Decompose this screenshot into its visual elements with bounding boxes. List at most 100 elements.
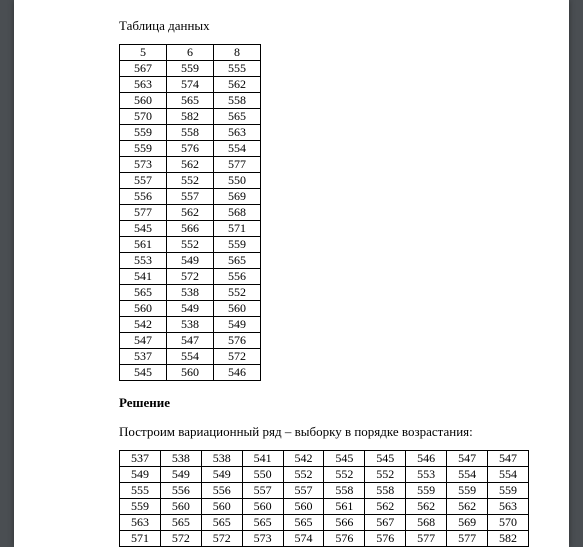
table-cell: 565 [214,109,261,125]
data-table: 5685675595555635745625605655585705825655… [119,44,261,381]
table-cell: 552 [283,467,324,483]
table-row: 559558563 [120,125,261,141]
table-cell: 556 [201,483,242,499]
table-cell: 558 [324,483,365,499]
table-cell: 574 [283,531,324,547]
table-cell: 561 [324,499,365,515]
table-cell: 6 [167,45,214,61]
table-cell: 552 [167,173,214,189]
table-cell: 572 [167,269,214,285]
table-cell: 553 [120,253,167,269]
table-row: 541572556 [120,269,261,285]
table-cell: 558 [365,483,406,499]
table-cell: 558 [167,125,214,141]
table-cell: 574 [167,77,214,93]
table-row: 537538538541542545545546547547 [120,451,529,467]
table-cell: 556 [160,483,201,499]
table-cell: 570 [120,109,167,125]
table-cell: 558 [214,93,261,109]
table-cell: 537 [120,349,167,365]
table-cell: 549 [201,467,242,483]
table-row: 561552559 [120,237,261,253]
table-row: 565538552 [120,285,261,301]
table-cell: 556 [214,269,261,285]
table-cell: 538 [167,317,214,333]
table-row: 571572572573574576576577577582 [120,531,529,547]
table-cell: 572 [201,531,242,547]
table-cell: 561 [120,237,167,253]
table-cell: 582 [167,109,214,125]
table-cell: 553 [406,467,447,483]
table-row: 537554572 [120,349,261,365]
table-row: 560549560 [120,301,261,317]
solution-heading: Решение [119,395,529,411]
table-cell: 565 [120,285,167,301]
table-row: 560565558 [120,93,261,109]
document-page: Таблица данных 5685675595555635745625605… [14,0,569,547]
table-row: 559576554 [120,141,261,157]
table-cell: 557 [283,483,324,499]
table-cell: 547 [447,451,488,467]
table-cell: 552 [167,237,214,253]
table-row: 577562568 [120,205,261,221]
table-row: 570582565 [120,109,261,125]
table-cell: 555 [120,483,161,499]
table-row: 549549549550552552552553554554 [120,467,529,483]
table-cell: 552 [324,467,365,483]
table-cell: 577 [214,157,261,173]
table-cell: 560 [120,93,167,109]
table-cell: 562 [167,157,214,173]
table-cell: 576 [167,141,214,157]
table-cell: 565 [214,253,261,269]
table-cell: 559 [406,483,447,499]
table-cell: 549 [167,301,214,317]
table-cell: 546 [214,365,261,381]
table-cell: 565 [167,93,214,109]
table-row: 545566571 [120,221,261,237]
table-cell: 576 [365,531,406,547]
table-cell: 568 [214,205,261,221]
table-cell: 549 [214,317,261,333]
table-cell: 582 [488,531,529,547]
table-row: 555556556557557558558559559559 [120,483,529,499]
table-cell: 559 [120,141,167,157]
table-cell: 557 [242,483,283,499]
table-cell: 560 [120,301,167,317]
table-cell: 542 [120,317,167,333]
table-cell: 538 [201,451,242,467]
table-cell: 559 [167,61,214,77]
table-cell: 576 [214,333,261,349]
table-cell: 559 [488,483,529,499]
table-cell: 547 [167,333,214,349]
table-cell: 555 [214,61,261,77]
table-cell: 562 [406,499,447,515]
content-area: Таблица данных 5685675595555635745625605… [14,18,569,547]
table-cell: 562 [167,205,214,221]
table-cell: 560 [201,499,242,515]
table-cell: 560 [214,301,261,317]
table-cell: 577 [406,531,447,547]
table-row: 547547576 [120,333,261,349]
table-cell: 547 [488,451,529,467]
table-cell: 556 [120,189,167,205]
table-cell: 571 [120,531,161,547]
table-row: 542538549 [120,317,261,333]
table-cell: 572 [160,531,201,547]
table-cell: 550 [242,467,283,483]
table-cell: 549 [120,467,161,483]
table-cell: 563 [488,499,529,515]
table-cell: 573 [120,157,167,173]
table-cell: 537 [120,451,161,467]
table-row: 567559555 [120,61,261,77]
table-cell: 571 [214,221,261,237]
table-cell: 560 [167,365,214,381]
table-cell: 554 [167,349,214,365]
table-cell: 554 [214,141,261,157]
table-cell: 547 [120,333,167,349]
table-row: 556557569 [120,189,261,205]
table-cell: 559 [120,499,161,515]
sorted-table: 5375385385415425455455465475475495495495… [119,450,529,547]
table-cell: 562 [447,499,488,515]
table-cell: 566 [167,221,214,237]
table-cell: 569 [214,189,261,205]
